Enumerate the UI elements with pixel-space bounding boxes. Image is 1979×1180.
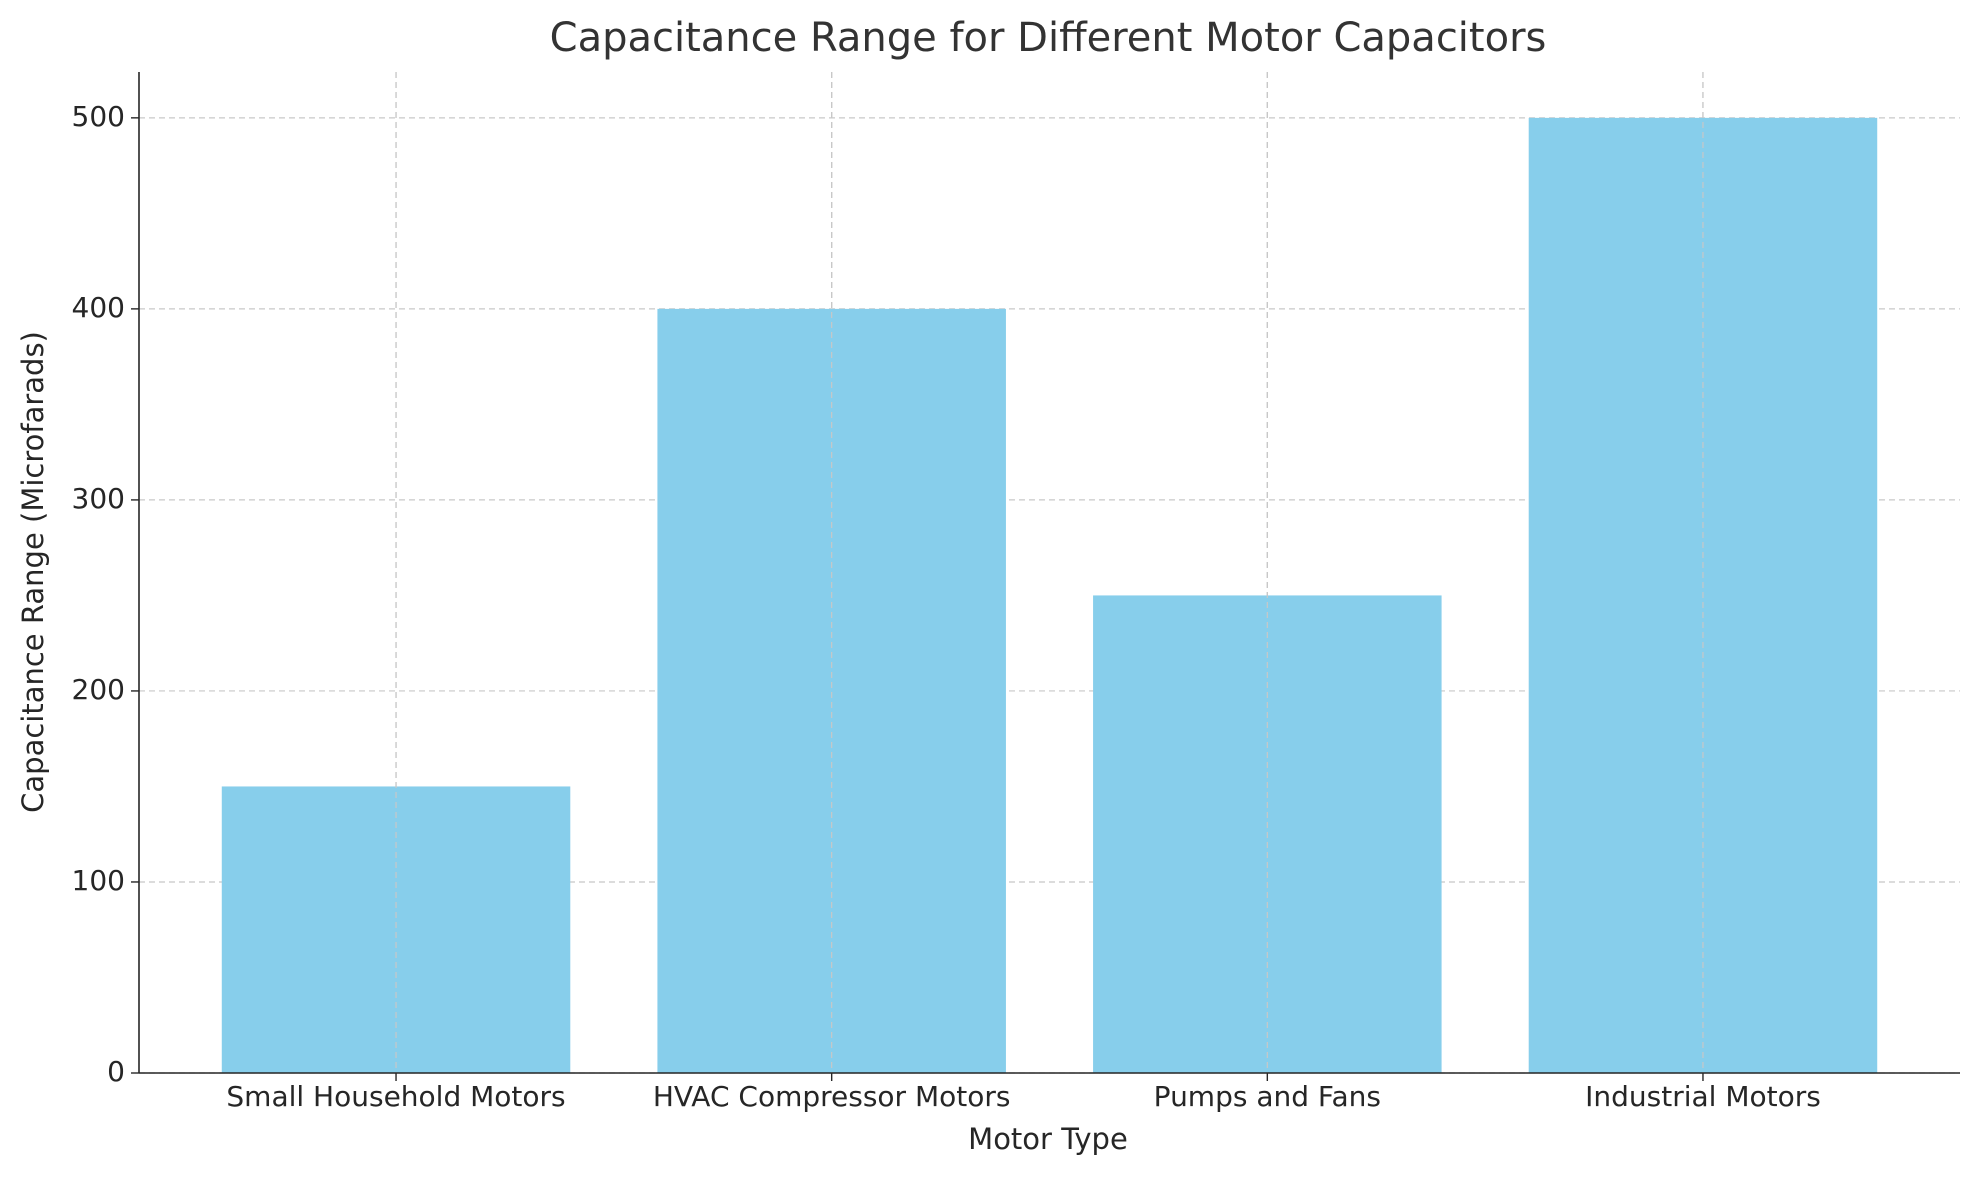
- y-axis-label: Capacitance Range (Microfarads): [16, 331, 50, 813]
- x-tick-label: Small Household Motors: [226, 1080, 565, 1113]
- y-tick-label: 300: [72, 482, 125, 515]
- x-tick-label: HVAC Compressor Motors: [653, 1080, 1011, 1113]
- y-tick-label: 0: [107, 1055, 125, 1088]
- x-tick-label: Industrial Motors: [1585, 1080, 1821, 1113]
- chart-title: Capacitance Range for Different Motor Ca…: [550, 15, 1547, 61]
- x-tick-label: Pumps and Fans: [1154, 1080, 1381, 1113]
- y-tick-label: 200: [72, 673, 125, 706]
- y-tick-label: 500: [72, 100, 125, 133]
- y-tick-label: 400: [72, 291, 125, 324]
- bar: [221, 786, 571, 1073]
- y-tick-label: 100: [72, 864, 125, 897]
- x-axis-label: Motor Type: [968, 1122, 1128, 1156]
